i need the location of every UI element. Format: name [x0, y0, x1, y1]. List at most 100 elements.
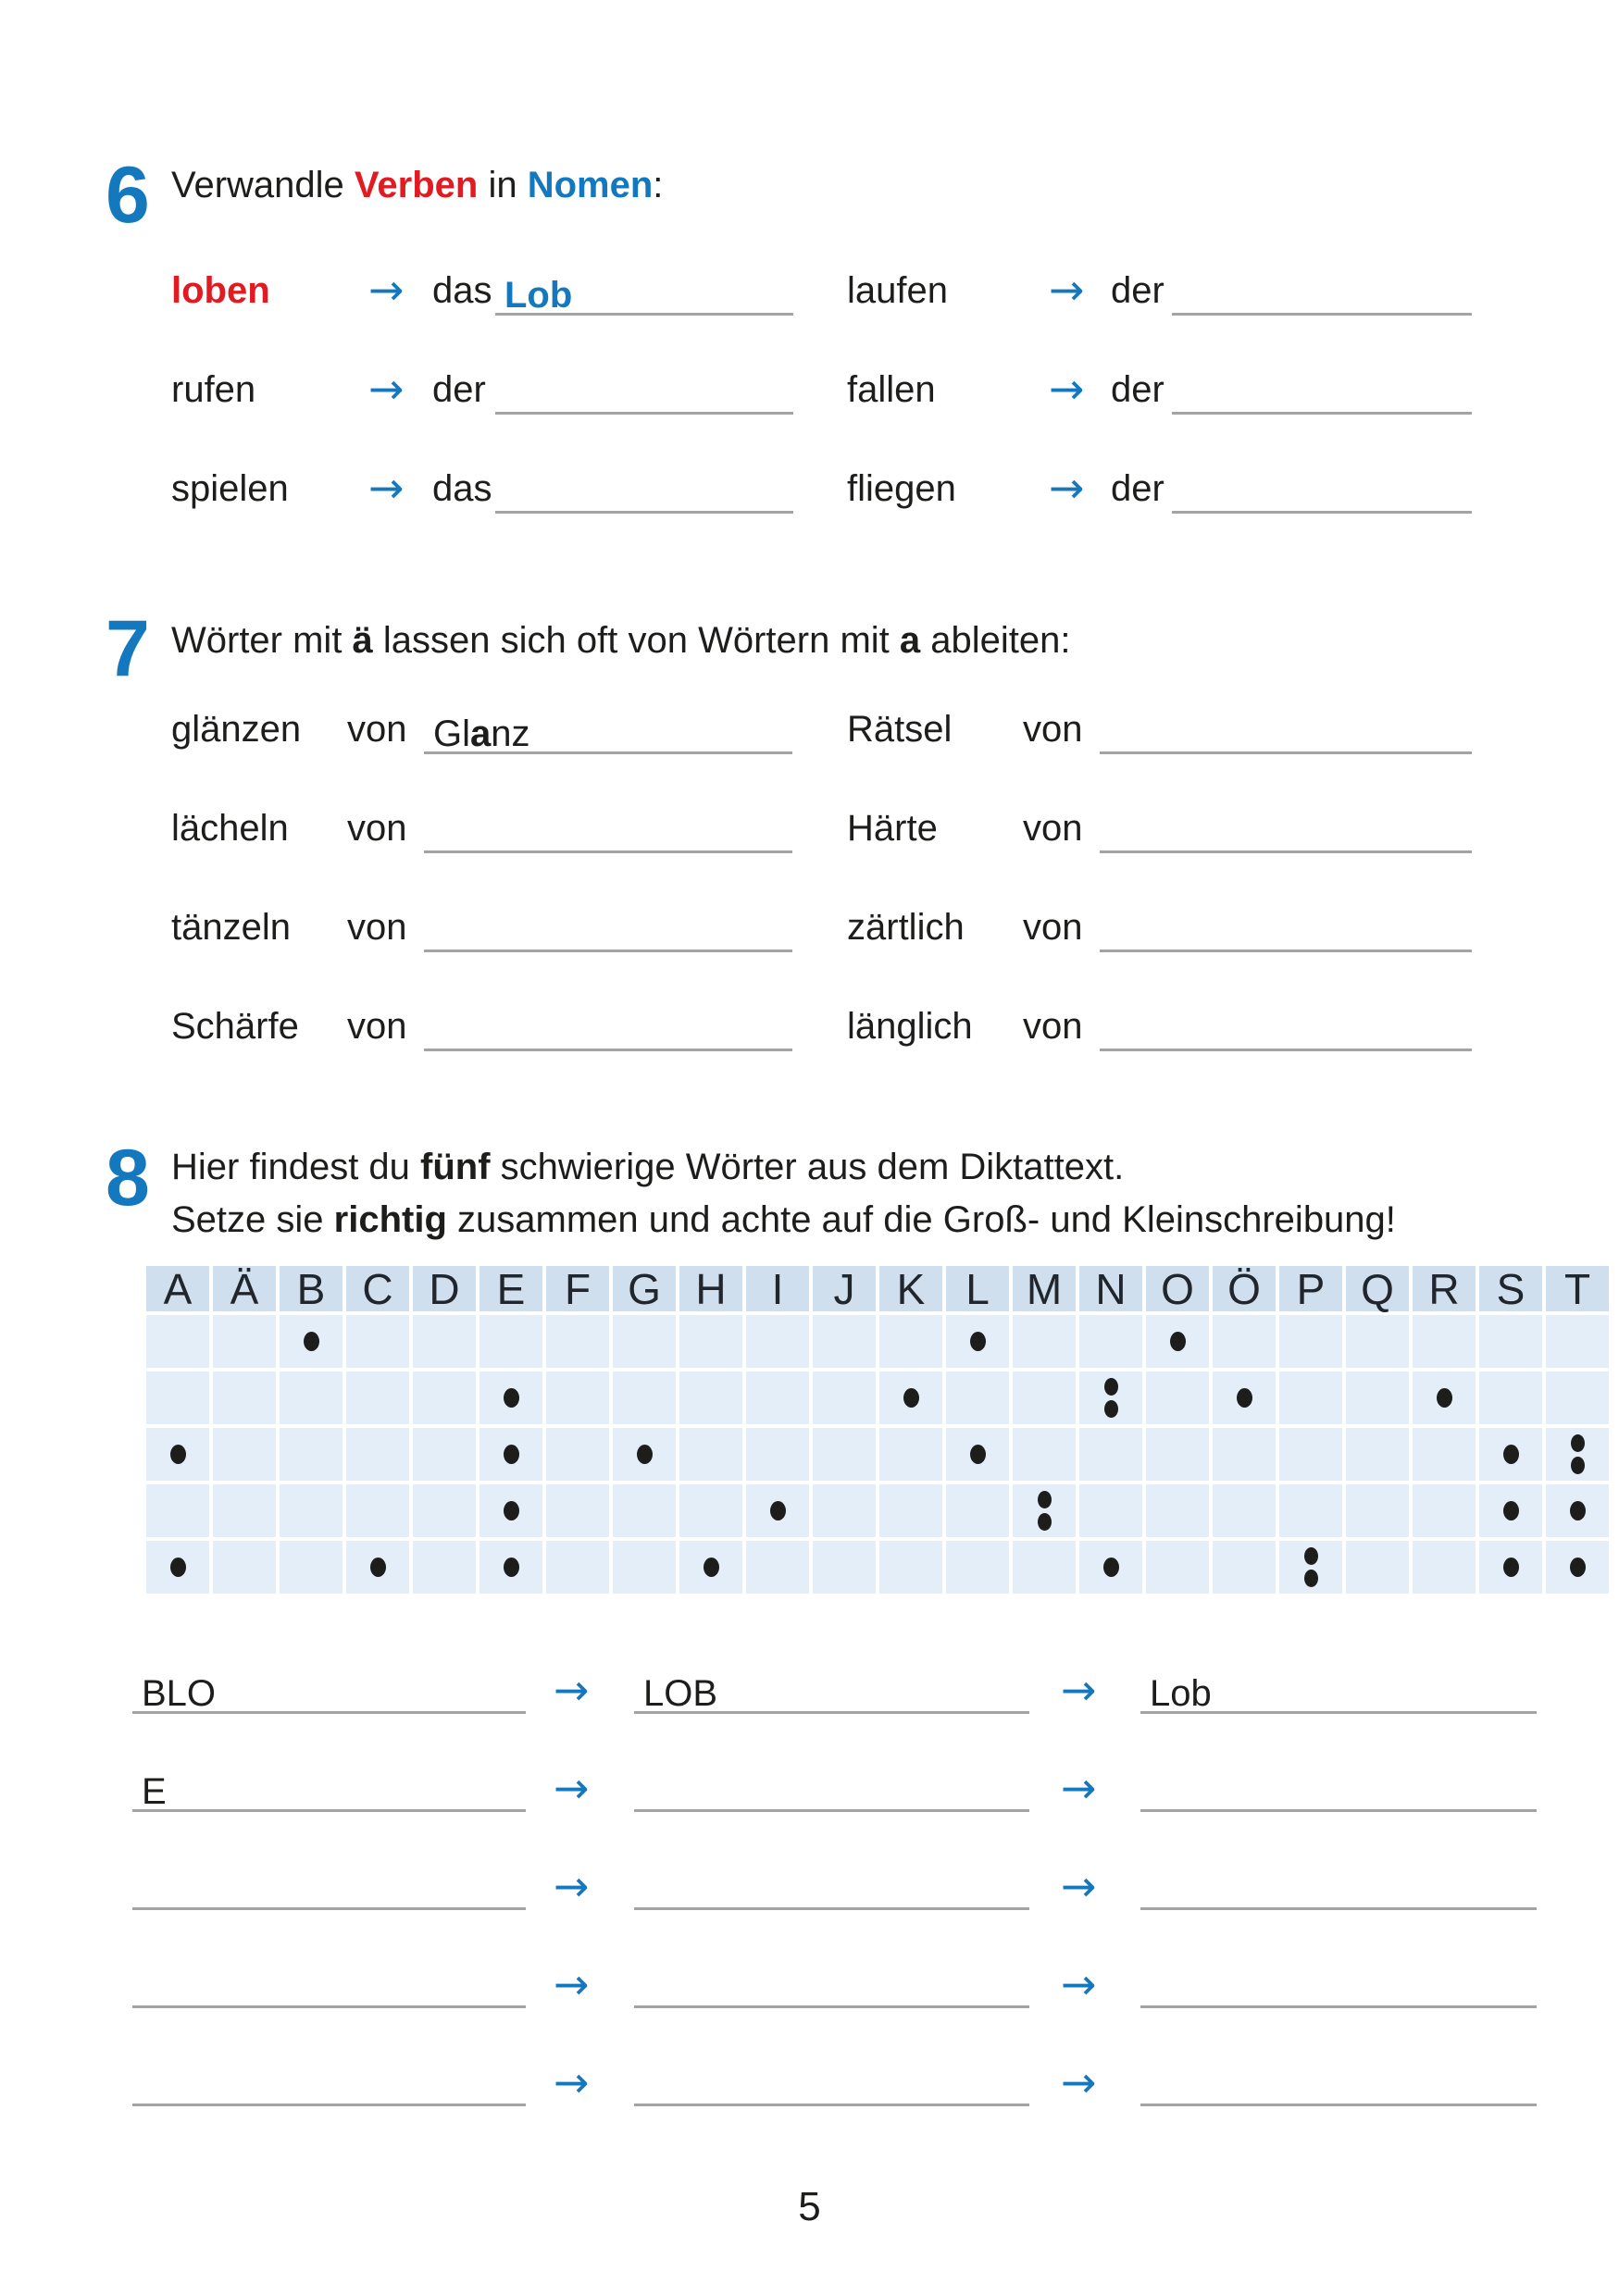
- answer-line[interactable]: Lob: [495, 263, 793, 316]
- grid-cell: [280, 1315, 342, 1368]
- answer-text: LOB: [643, 1673, 718, 1714]
- answer-segment: a: [470, 714, 492, 754]
- verb-word: rufen: [171, 369, 256, 410]
- grid-header-cell: H: [679, 1265, 742, 1313]
- umlaut-word: Schärfe: [171, 1006, 299, 1047]
- exercise-6-number: 6: [106, 151, 150, 240]
- answer-line[interactable]: [1100, 900, 1472, 952]
- grid-cell: [813, 1315, 876, 1368]
- answer-segment: nz: [491, 714, 530, 754]
- umlaut-word: Rätsel: [847, 709, 953, 750]
- grid-cell: [1479, 1428, 1542, 1481]
- answer-line[interactable]: BLO: [132, 1659, 526, 1714]
- answer-line[interactable]: [424, 999, 792, 1051]
- answer-line[interactable]: [132, 1954, 526, 2008]
- dot: [1502, 1445, 1519, 1464]
- answer-line[interactable]: [495, 362, 793, 415]
- answer-line[interactable]: [424, 800, 792, 853]
- grid-cell: [1546, 1315, 1609, 1368]
- grid-cell: [1146, 1315, 1209, 1368]
- von-label: von: [347, 808, 407, 849]
- dot: [503, 1558, 519, 1577]
- grid-cell: [479, 1315, 542, 1368]
- grid-header-cell: Q: [1346, 1265, 1409, 1313]
- answer-line[interactable]: [634, 1757, 1029, 1812]
- grid-cell: [1279, 1371, 1342, 1424]
- word-answer-row: BLO → LOB → Lob: [0, 1654, 1619, 1752]
- exercise-7-title: Wörter mit ä lassen sich oft von Wörtern…: [171, 618, 1070, 663]
- verb-noun-row: loben → das Lob laufen → der: [0, 257, 1619, 356]
- answer-line[interactable]: [1140, 1855, 1537, 1910]
- arrow-icon: →: [368, 364, 405, 414]
- arrow-icon: →: [368, 463, 405, 513]
- title-text: zusammen und achte auf die Groß- und Kle…: [446, 1199, 1396, 1240]
- word-answer-row: E → →: [0, 1752, 1619, 1850]
- grid-cell: [1146, 1484, 1209, 1537]
- grid-cell: [146, 1484, 209, 1537]
- grid-cell: [813, 1484, 876, 1537]
- arrow-icon: →: [1049, 265, 1085, 315]
- grid-cell: [546, 1315, 609, 1368]
- grid-cell: [746, 1315, 809, 1368]
- dot: [969, 1332, 986, 1351]
- article-label: der: [1111, 468, 1164, 509]
- answer-line[interactable]: [1140, 1954, 1537, 2008]
- title-verben: Verben: [354, 165, 479, 205]
- grid-cell: [1213, 1484, 1276, 1537]
- von-label: von: [1023, 907, 1083, 948]
- answer-line[interactable]: [495, 461, 793, 514]
- answer-line[interactable]: E: [132, 1757, 526, 1812]
- answer-line[interactable]: [1140, 2052, 1537, 2106]
- exercise-6-title: Verwandle Verben in Nomen:: [171, 163, 663, 207]
- dot: [169, 1445, 186, 1464]
- grid-cell: [813, 1371, 876, 1424]
- answer-line[interactable]: [1172, 362, 1472, 415]
- grid-cell: [879, 1484, 942, 1537]
- arrow-icon: →: [1049, 364, 1085, 414]
- title-text: Verwandle: [171, 165, 355, 205]
- answer-line[interactable]: [634, 1855, 1029, 1910]
- grid-cell: [213, 1428, 276, 1481]
- answer-line[interactable]: [424, 900, 792, 952]
- grid-cell: [946, 1371, 1009, 1424]
- grid-cell: [746, 1541, 809, 1594]
- title-text: lassen sich oft von Wörtern mit: [372, 620, 900, 661]
- grid-cell: [413, 1315, 476, 1368]
- arrow-icon: →: [554, 1763, 590, 1813]
- title-text: Hier findest du: [171, 1147, 421, 1187]
- grid-cell: [1079, 1484, 1142, 1537]
- answer-line[interactable]: [1140, 1757, 1537, 1812]
- answer-line[interactable]: [1100, 701, 1472, 754]
- grid-cell: [1546, 1541, 1609, 1594]
- answer-line[interactable]: Glanz: [424, 701, 792, 754]
- answer-line[interactable]: Lob: [1140, 1659, 1537, 1714]
- grid-header-cell: E: [479, 1265, 542, 1313]
- answer-line[interactable]: [634, 1954, 1029, 2008]
- answer-line[interactable]: [132, 1855, 526, 1910]
- verb-noun-row: rufen → der fallen → der: [0, 356, 1619, 455]
- verb-word: loben: [171, 270, 270, 311]
- grid-cell: [213, 1484, 276, 1537]
- arrow-icon: →: [1061, 2057, 1097, 2107]
- answer-line[interactable]: [1100, 800, 1472, 853]
- answer-line[interactable]: [1100, 999, 1472, 1051]
- grid-cell: [946, 1315, 1009, 1368]
- grid-cell: [1279, 1428, 1342, 1481]
- dot: [703, 1558, 719, 1577]
- exercise-7-number: 7: [106, 604, 150, 693]
- grid-cell: [1479, 1315, 1542, 1368]
- answer-line[interactable]: LOB: [634, 1659, 1029, 1714]
- grid-header-cell: T: [1546, 1265, 1609, 1313]
- grid-cell: [746, 1371, 809, 1424]
- arrow-icon: →: [554, 1959, 590, 2009]
- von-label: von: [1023, 1006, 1083, 1047]
- arrow-icon: →: [1049, 463, 1085, 513]
- grid-cell: [146, 1541, 209, 1594]
- answer-line[interactable]: [132, 2052, 526, 2106]
- answer-line[interactable]: [634, 2052, 1029, 2106]
- title-a: a: [899, 620, 921, 661]
- answer-line[interactable]: [1172, 263, 1472, 316]
- answer-line[interactable]: [1172, 461, 1472, 514]
- exercise-6-rows: loben → das Lob laufen → der rufen → der fallen → de…: [0, 257, 1619, 554]
